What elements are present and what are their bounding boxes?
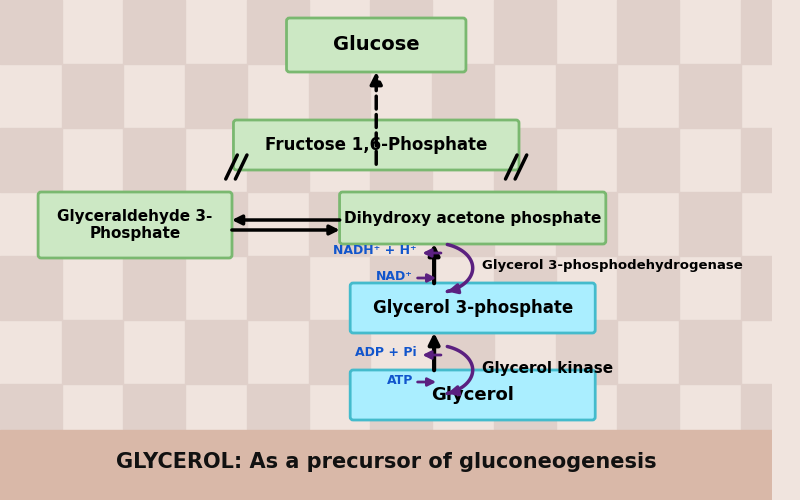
FancyBboxPatch shape bbox=[339, 192, 606, 244]
Bar bbox=[741, 256, 800, 320]
Bar bbox=[123, 384, 186, 448]
Text: Glucose: Glucose bbox=[333, 36, 419, 54]
Bar bbox=[62, 320, 123, 384]
Bar bbox=[370, 128, 432, 192]
Bar bbox=[741, 128, 800, 192]
Bar bbox=[679, 64, 741, 128]
Bar bbox=[370, 384, 432, 448]
Bar bbox=[556, 448, 618, 500]
Bar bbox=[0, 256, 62, 320]
Bar bbox=[618, 128, 679, 192]
Bar bbox=[618, 384, 679, 448]
Bar bbox=[0, 0, 62, 64]
Bar bbox=[123, 0, 186, 64]
Text: NAD⁺: NAD⁺ bbox=[376, 270, 413, 282]
Text: Glycerol 3-phosphodehydrogenase: Glycerol 3-phosphodehydrogenase bbox=[482, 258, 743, 272]
FancyBboxPatch shape bbox=[234, 120, 519, 170]
Bar bbox=[556, 320, 618, 384]
Bar bbox=[186, 192, 247, 256]
Bar bbox=[679, 320, 741, 384]
Bar bbox=[494, 0, 556, 64]
Bar bbox=[309, 320, 370, 384]
Bar bbox=[741, 0, 800, 64]
Bar bbox=[247, 384, 309, 448]
Bar bbox=[370, 0, 432, 64]
Bar bbox=[556, 192, 618, 256]
Bar bbox=[123, 128, 186, 192]
Bar bbox=[186, 448, 247, 500]
Bar bbox=[679, 448, 741, 500]
Bar bbox=[432, 320, 494, 384]
Bar bbox=[247, 256, 309, 320]
Bar bbox=[0, 128, 62, 192]
Bar bbox=[186, 320, 247, 384]
Text: ADP + Pi: ADP + Pi bbox=[355, 346, 417, 358]
Bar bbox=[494, 256, 556, 320]
FancyBboxPatch shape bbox=[350, 283, 595, 333]
Bar bbox=[62, 448, 123, 500]
Bar bbox=[741, 384, 800, 448]
FancyBboxPatch shape bbox=[38, 192, 232, 258]
Bar bbox=[247, 0, 309, 64]
Text: ATP: ATP bbox=[386, 374, 413, 386]
Text: NADH⁺ + H⁺: NADH⁺ + H⁺ bbox=[333, 244, 417, 256]
Text: Glyceraldehyde 3-
Phosphate: Glyceraldehyde 3- Phosphate bbox=[58, 209, 213, 241]
Bar bbox=[0, 384, 62, 448]
Bar bbox=[370, 256, 432, 320]
Bar bbox=[62, 64, 123, 128]
Bar bbox=[432, 64, 494, 128]
FancyBboxPatch shape bbox=[350, 370, 595, 420]
Bar bbox=[123, 256, 186, 320]
Bar bbox=[679, 192, 741, 256]
Bar bbox=[309, 64, 370, 128]
Bar bbox=[494, 128, 556, 192]
Text: Glycerol kinase: Glycerol kinase bbox=[482, 360, 614, 376]
Text: Fructose 1,6-Phosphate: Fructose 1,6-Phosphate bbox=[265, 136, 487, 154]
Bar bbox=[309, 448, 370, 500]
Bar bbox=[618, 0, 679, 64]
Bar bbox=[432, 448, 494, 500]
Bar bbox=[618, 256, 679, 320]
FancyBboxPatch shape bbox=[286, 18, 466, 72]
Bar bbox=[0, 430, 772, 500]
Bar bbox=[186, 64, 247, 128]
Text: Glycerol: Glycerol bbox=[431, 386, 514, 404]
Bar bbox=[432, 192, 494, 256]
Text: Dihydroxy acetone phosphate: Dihydroxy acetone phosphate bbox=[344, 210, 602, 226]
Bar bbox=[494, 384, 556, 448]
Text: GLYCEROL: As a precursor of gluconeogenesis: GLYCEROL: As a precursor of gluconeogene… bbox=[115, 452, 656, 472]
Bar bbox=[247, 128, 309, 192]
Bar bbox=[309, 192, 370, 256]
Text: Glycerol 3-phosphate: Glycerol 3-phosphate bbox=[373, 299, 573, 317]
Bar bbox=[556, 64, 618, 128]
Bar bbox=[62, 192, 123, 256]
